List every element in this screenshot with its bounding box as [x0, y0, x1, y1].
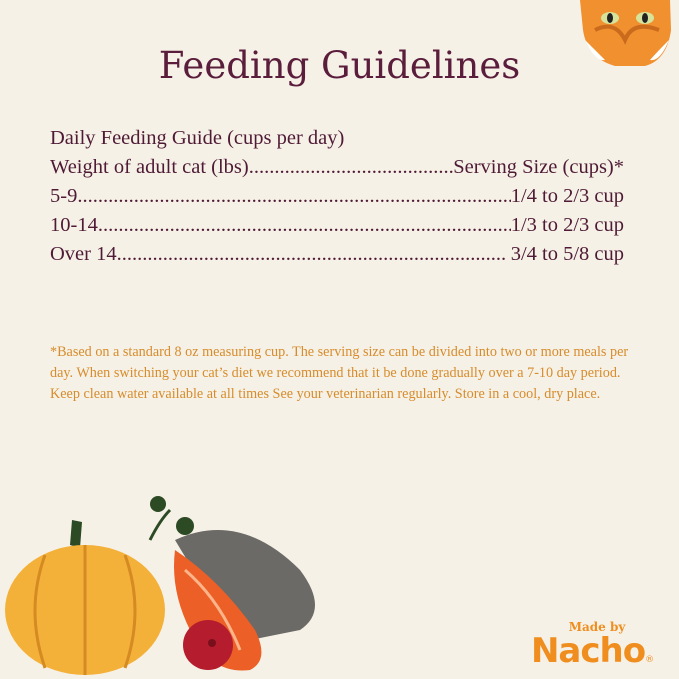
- dot-leader: [98, 211, 511, 240]
- weight-cell: Over 14: [50, 243, 117, 265]
- weight-cell: 5-9: [50, 185, 78, 207]
- serving-column-header: Serving Size (cups)*: [453, 156, 624, 178]
- nacho-logo: Made by Nacho®: [512, 620, 672, 677]
- guide-header-row: Weight of adult cat (lbs) Serving Size (…: [50, 153, 624, 182]
- cranberry-icon: [183, 620, 233, 670]
- weight-column-header: Weight of adult cat (lbs): [50, 156, 249, 178]
- food-illustration: [5, 496, 315, 675]
- dot-leader: [249, 153, 453, 182]
- registered-mark: ®: [645, 655, 654, 665]
- brand-name: Nacho®: [512, 634, 672, 677]
- guide-row: 10-14 1/3 to 2/3 cup: [50, 211, 624, 240]
- footnote: *Based on a standard 8 oz measuring cup.…: [50, 344, 629, 402]
- weight-cell: 10-14: [50, 214, 98, 236]
- dot-leader: [77, 182, 510, 211]
- guide-heading-text: Daily Feeding Guide (cups per day): [50, 127, 345, 149]
- pumpkin-icon: [5, 520, 165, 675]
- made-by-text: Made by: [568, 620, 626, 634]
- guide-row: Over 14 3/4 to 5/8 cup: [50, 240, 624, 269]
- guide-row: 5-9 1/4 to 2/3 cup: [50, 182, 624, 211]
- serving-cell: 1/3 to 2/3 cup: [510, 214, 624, 236]
- dot-leader: [117, 240, 506, 269]
- page-title: Feeding Guidelines: [158, 44, 521, 87]
- serving-cell: 3/4 to 5/8 cup: [505, 243, 624, 265]
- parsley-icon: [148, 496, 194, 541]
- serving-cell: 1/4 to 2/3 cup: [510, 185, 624, 207]
- brand-text: Nacho: [530, 631, 646, 671]
- cat-face-illustration: [580, 0, 671, 66]
- guide-heading: Daily Feeding Guide (cups per day): [50, 124, 624, 153]
- feeding-guide: Daily Feeding Guide (cups per day) Weigh…: [50, 124, 624, 269]
